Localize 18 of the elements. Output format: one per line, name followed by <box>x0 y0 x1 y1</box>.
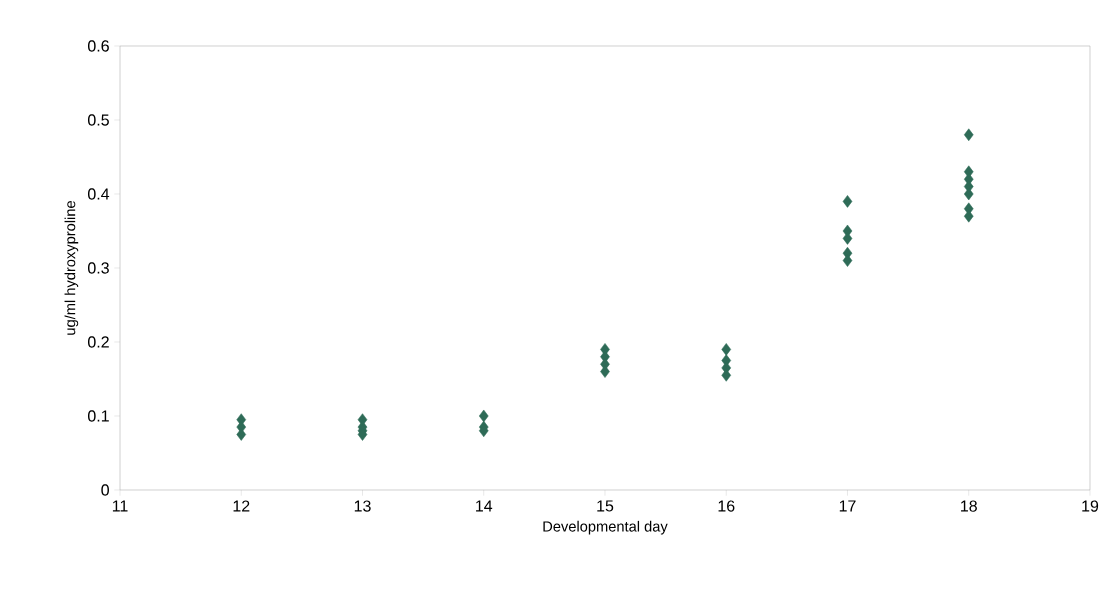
x-tick-label: 12 <box>233 500 250 512</box>
y-tick-label: 0.4 <box>87 188 110 200</box>
y-tick-label: 0.3 <box>87 262 109 274</box>
y-tick-label: 0 <box>101 484 109 496</box>
x-tick-label: 11 <box>112 500 128 512</box>
y-tick-label: 0.6 <box>87 40 109 52</box>
y-tick-label: 0.1 <box>87 410 109 422</box>
x-tick-label: 13 <box>354 500 371 512</box>
x-axis-title: Developmental day <box>543 520 668 535</box>
x-tick-label: 14 <box>476 500 493 512</box>
y-axis-title: ug/ml hydroxyproline <box>64 201 79 335</box>
x-tick-label: 17 <box>839 500 856 512</box>
x-tick-label: 18 <box>961 500 977 512</box>
x-tick-label: 16 <box>718 500 735 512</box>
x-tick-label: 15 <box>597 500 614 512</box>
y-tick-label: 0.5 <box>87 114 109 126</box>
x-tick-label: 19 <box>1082 500 1099 512</box>
y-tick-label: 0.2 <box>87 336 109 348</box>
